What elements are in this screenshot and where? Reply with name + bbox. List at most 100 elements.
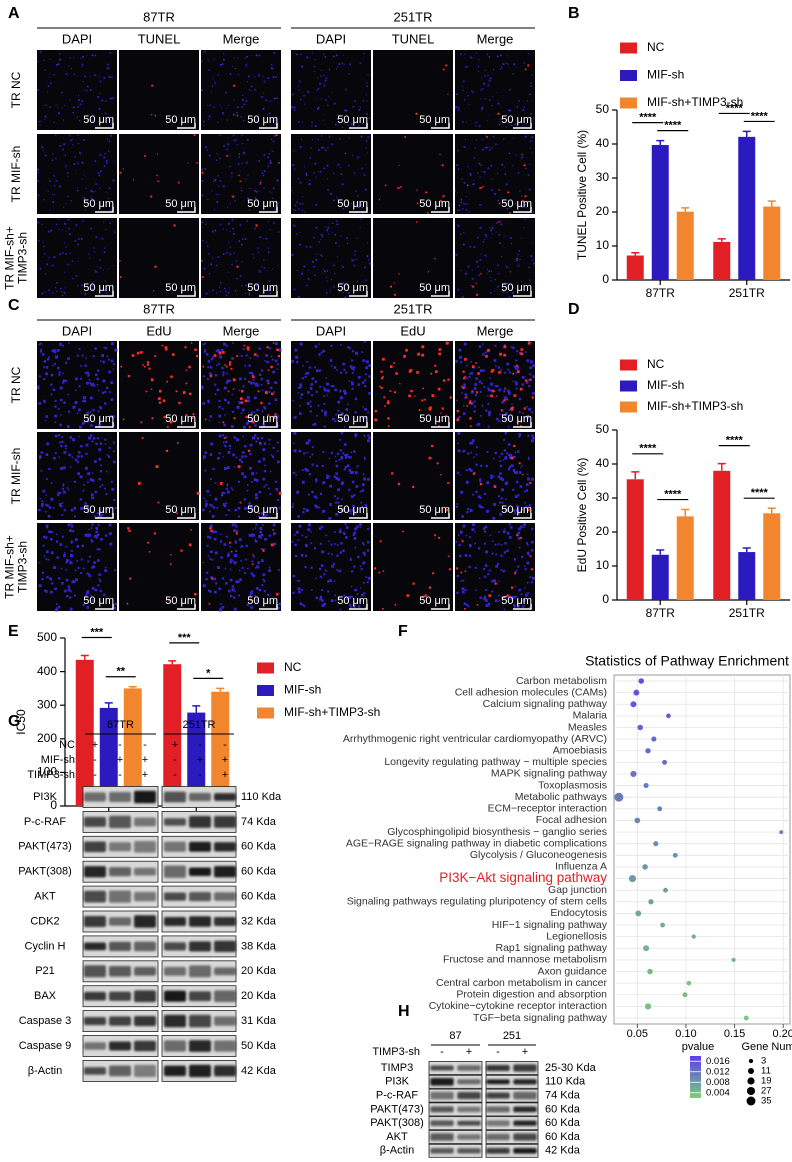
protein-label: PAKT(473) [18,841,72,853]
scale-bar-label: 50 μm [501,413,532,425]
scale-bar-label: 50 μm [247,282,278,294]
scale-bar-label: 50 μm [247,114,278,126]
band [214,990,236,1003]
micrograph [119,50,199,130]
scale-bar-label: 50 μm [83,413,114,425]
row-label: TR NC [9,71,23,108]
legend-title: pvalue [682,1041,714,1053]
significance-label: **** [639,443,657,455]
scale-bar [349,422,368,428]
scale-bar [95,207,114,213]
micrograph [455,134,535,214]
blot-strip [428,1116,483,1131]
band [109,1016,131,1026]
scale-bar [431,604,450,610]
band [189,916,211,927]
bar [75,659,94,806]
bar [738,136,756,280]
band [214,1016,236,1026]
band [457,1120,481,1126]
band [486,1147,510,1154]
scale-bar [349,291,368,297]
bar [651,145,669,280]
scale-bar [259,513,278,519]
y-tick-label: 300 [37,697,57,711]
treatment-mark: - [143,739,147,751]
scale-bar [177,513,196,519]
size-key [748,1058,754,1064]
treatment-label: MIF-sh [41,754,75,766]
pathway-label: Longevity regulating pathway − multiple … [384,756,607,768]
pathway-dot [633,689,640,696]
band [214,815,236,828]
band [84,792,106,802]
treatment-mark: + [466,1046,472,1058]
legend-swatch [620,359,637,371]
size-label: 32 Kda [241,915,277,927]
size-key-label: 27 [761,1086,772,1097]
size-label: 20 Kda [241,990,277,1002]
blot-strip [485,1102,539,1117]
panel-label: H [398,1003,410,1020]
error-bar [631,252,640,256]
column-title: Merge [477,323,514,338]
scale-bar [431,422,450,428]
marker-stain [374,341,452,427]
size-label: 38 Kda [241,940,277,952]
size-label: 60 Kda [241,891,277,903]
y-axis-title: IC50 [14,709,28,735]
band [109,890,131,903]
pathway-label: Metabolic pathways [515,791,607,803]
pathway-label: Fructose and mannose metabolism [443,954,607,966]
pathway-label: Focal adhesion [536,814,607,826]
nuclei-stain [455,432,535,520]
x-tick-label: 0.20 [772,1028,792,1040]
panel-label: G [8,713,20,730]
bar [626,255,644,280]
significance-label: ** [116,666,125,678]
pathway-label: MAPK signaling pathway [491,768,608,780]
band [214,1040,236,1052]
error-bar [104,702,113,708]
size-label: 60 Kda [545,1131,581,1143]
significance-label: **** [664,488,682,500]
bar [763,206,781,280]
error-bar [656,139,665,146]
scale-bar-label: 50 μm [165,114,196,126]
error-bar [192,705,201,713]
legend-swatch [257,707,274,719]
scale-bar [177,291,196,297]
protein-label: P-c-RAF [376,1090,418,1102]
band [84,916,106,927]
column-title: DAPI [62,31,92,46]
band [430,1147,454,1154]
column-title: DAPI [62,323,92,338]
scale-bar-label: 50 μm [501,198,532,210]
band [164,1065,186,1077]
band [457,1092,481,1100]
scale-bar-label: 50 μm [337,198,368,210]
micrograph [373,50,453,130]
error-bar [717,462,726,471]
micrograph [201,523,281,611]
band [84,890,106,903]
pathway-label: Calcium signaling pathway [483,698,608,710]
band [84,866,106,878]
treatment-mark: + [222,754,228,766]
scale-bar-label: 50 μm [501,114,532,126]
error-bar [742,547,751,553]
treatment-mark: - [440,1046,444,1058]
band [164,966,186,976]
scale-bar-label: 50 μm [501,282,532,294]
column-title: DAPI [316,31,346,46]
blot-strip [428,1143,483,1158]
scale-bar [513,513,532,519]
significance-label: **** [726,435,744,447]
pathway-label: Gap junction [548,884,607,896]
band [457,1106,481,1113]
pathway-dot [642,864,648,870]
nuclei-stain [455,135,535,214]
legend-label: MIF-sh+TIMP3-sh [647,399,743,413]
scale-bar-label: 50 μm [501,504,532,516]
